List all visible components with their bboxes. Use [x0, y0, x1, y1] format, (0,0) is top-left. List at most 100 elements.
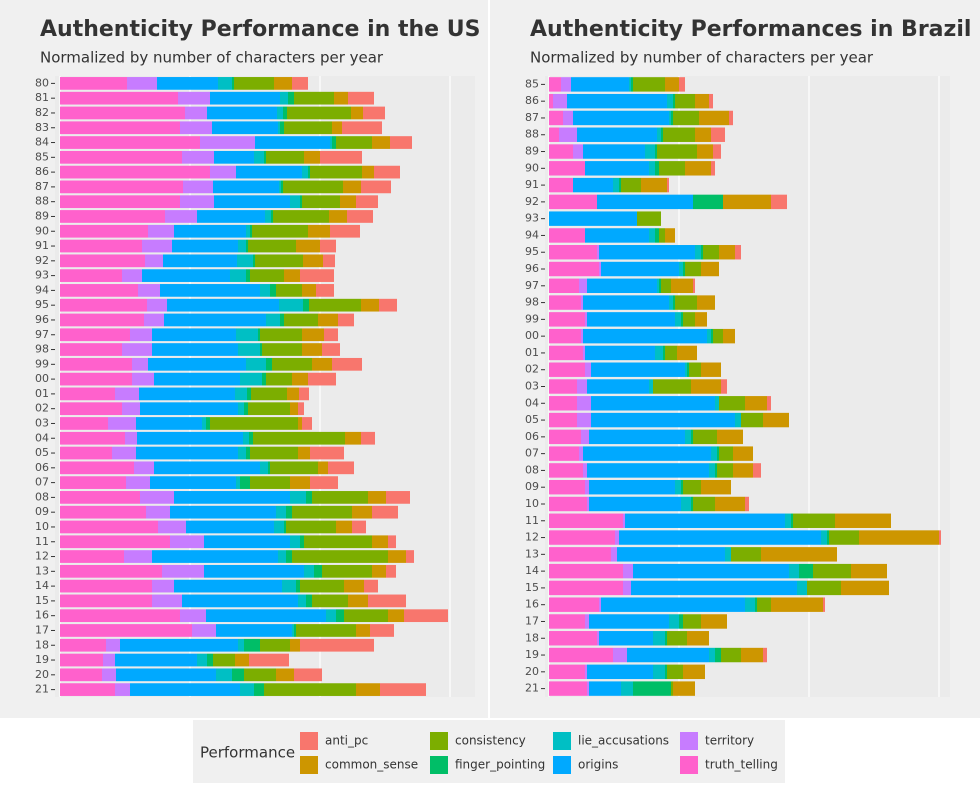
bar-segment [115, 683, 130, 696]
bar-segment [164, 313, 266, 327]
bar-segment [302, 328, 324, 342]
bar-segment [683, 312, 695, 327]
bar-segment [282, 579, 296, 593]
bar-segment [324, 328, 338, 342]
bar-segment [60, 195, 180, 209]
bar-segment [549, 379, 577, 394]
bar-segment [312, 594, 348, 608]
y-tick-label: 13 [35, 564, 49, 577]
bar-segment [60, 653, 103, 667]
bar-segment [286, 505, 292, 519]
bar-segment [253, 431, 345, 445]
bar-segment [240, 683, 254, 696]
bar-segment [711, 328, 713, 344]
bar-segment [102, 668, 116, 682]
bar-segment [235, 653, 249, 667]
bar-segment [246, 239, 248, 253]
bar-segment [284, 121, 332, 135]
bar-segment [583, 328, 707, 344]
bar-segment [308, 372, 336, 386]
bar-segment [388, 550, 406, 563]
y-tick-label: 87 [35, 180, 49, 193]
bar-segment [563, 110, 573, 126]
bar-segment [300, 579, 344, 593]
bar-segment [230, 269, 246, 282]
bar-segment [372, 564, 386, 578]
bar-segment [204, 564, 304, 578]
bar-segment [723, 328, 735, 344]
bar-segment [266, 372, 292, 386]
bar-segment [361, 180, 391, 194]
bar-segment [699, 110, 729, 126]
chart-subtitle: Normalized by number of characters per y… [530, 49, 874, 67]
bar-segment [599, 631, 653, 646]
bar-segment [771, 194, 787, 210]
bar-segment [348, 91, 374, 105]
bar-segment [213, 653, 235, 667]
bar-segment [182, 594, 298, 608]
bar-segment [695, 93, 709, 109]
bar-segment [298, 446, 310, 460]
bar-segment [207, 653, 213, 667]
y-tick-label: 06 [35, 461, 49, 474]
y-tick-label: 85 [35, 150, 49, 163]
bar-segment [152, 343, 238, 356]
bar-segment [687, 631, 709, 646]
bar-segment [152, 579, 174, 593]
bar-segment [244, 402, 248, 416]
bar-segment [653, 379, 691, 394]
bar-segment [60, 417, 108, 430]
bar-segment [300, 269, 334, 282]
y-tick-label: 92 [35, 254, 49, 267]
bar-segment [697, 144, 713, 159]
y-tick-label: 06 [525, 430, 539, 443]
bar-segment [130, 683, 240, 696]
bar-segment [372, 535, 388, 549]
y-tick-label: 18 [525, 631, 539, 644]
bar-segment [276, 505, 286, 519]
bar-segment [613, 647, 627, 663]
y-tick-label: 04 [35, 431, 49, 444]
y-tick-label: 04 [525, 396, 539, 409]
bar-segment [60, 91, 178, 105]
bar-segment [388, 609, 404, 623]
bar-segment [332, 136, 336, 149]
bar-segment [60, 624, 192, 637]
bar-segment [306, 594, 312, 608]
bar-segment [713, 328, 723, 344]
bar-segment [320, 239, 336, 253]
bar-segment [711, 446, 717, 461]
bar-segment [60, 224, 148, 238]
bar-segment [406, 550, 414, 563]
bar-segment [663, 127, 695, 142]
bar-segment [277, 106, 283, 120]
bar-segment [312, 357, 332, 371]
bar-segment [197, 653, 207, 667]
bar-segment [150, 476, 236, 489]
bar-segment [280, 121, 284, 135]
bar-segment [379, 298, 397, 312]
bar-segment [677, 345, 697, 361]
bar-segment [136, 417, 202, 430]
bar-segment [591, 396, 715, 411]
bar-segment [549, 345, 583, 361]
bar-segment [314, 564, 322, 578]
bar-segment [673, 93, 675, 109]
bar-segment [695, 312, 707, 327]
bar-segment [687, 362, 689, 377]
bar-segment [165, 210, 197, 223]
bar-segment [292, 505, 352, 519]
bar-segment [290, 491, 306, 504]
bar-segment [298, 594, 306, 608]
y-tick-label: 83 [35, 121, 49, 134]
bar-segment [302, 284, 316, 297]
bar-segment [701, 245, 703, 260]
bar-segment [302, 343, 322, 356]
bar-segment [144, 313, 164, 327]
bar-segment [60, 387, 115, 401]
legend-label: territory [705, 734, 754, 748]
bar-segment [300, 638, 374, 652]
bar-segment [669, 110, 671, 126]
bar-segment [793, 513, 835, 528]
bar-segment [218, 77, 232, 90]
